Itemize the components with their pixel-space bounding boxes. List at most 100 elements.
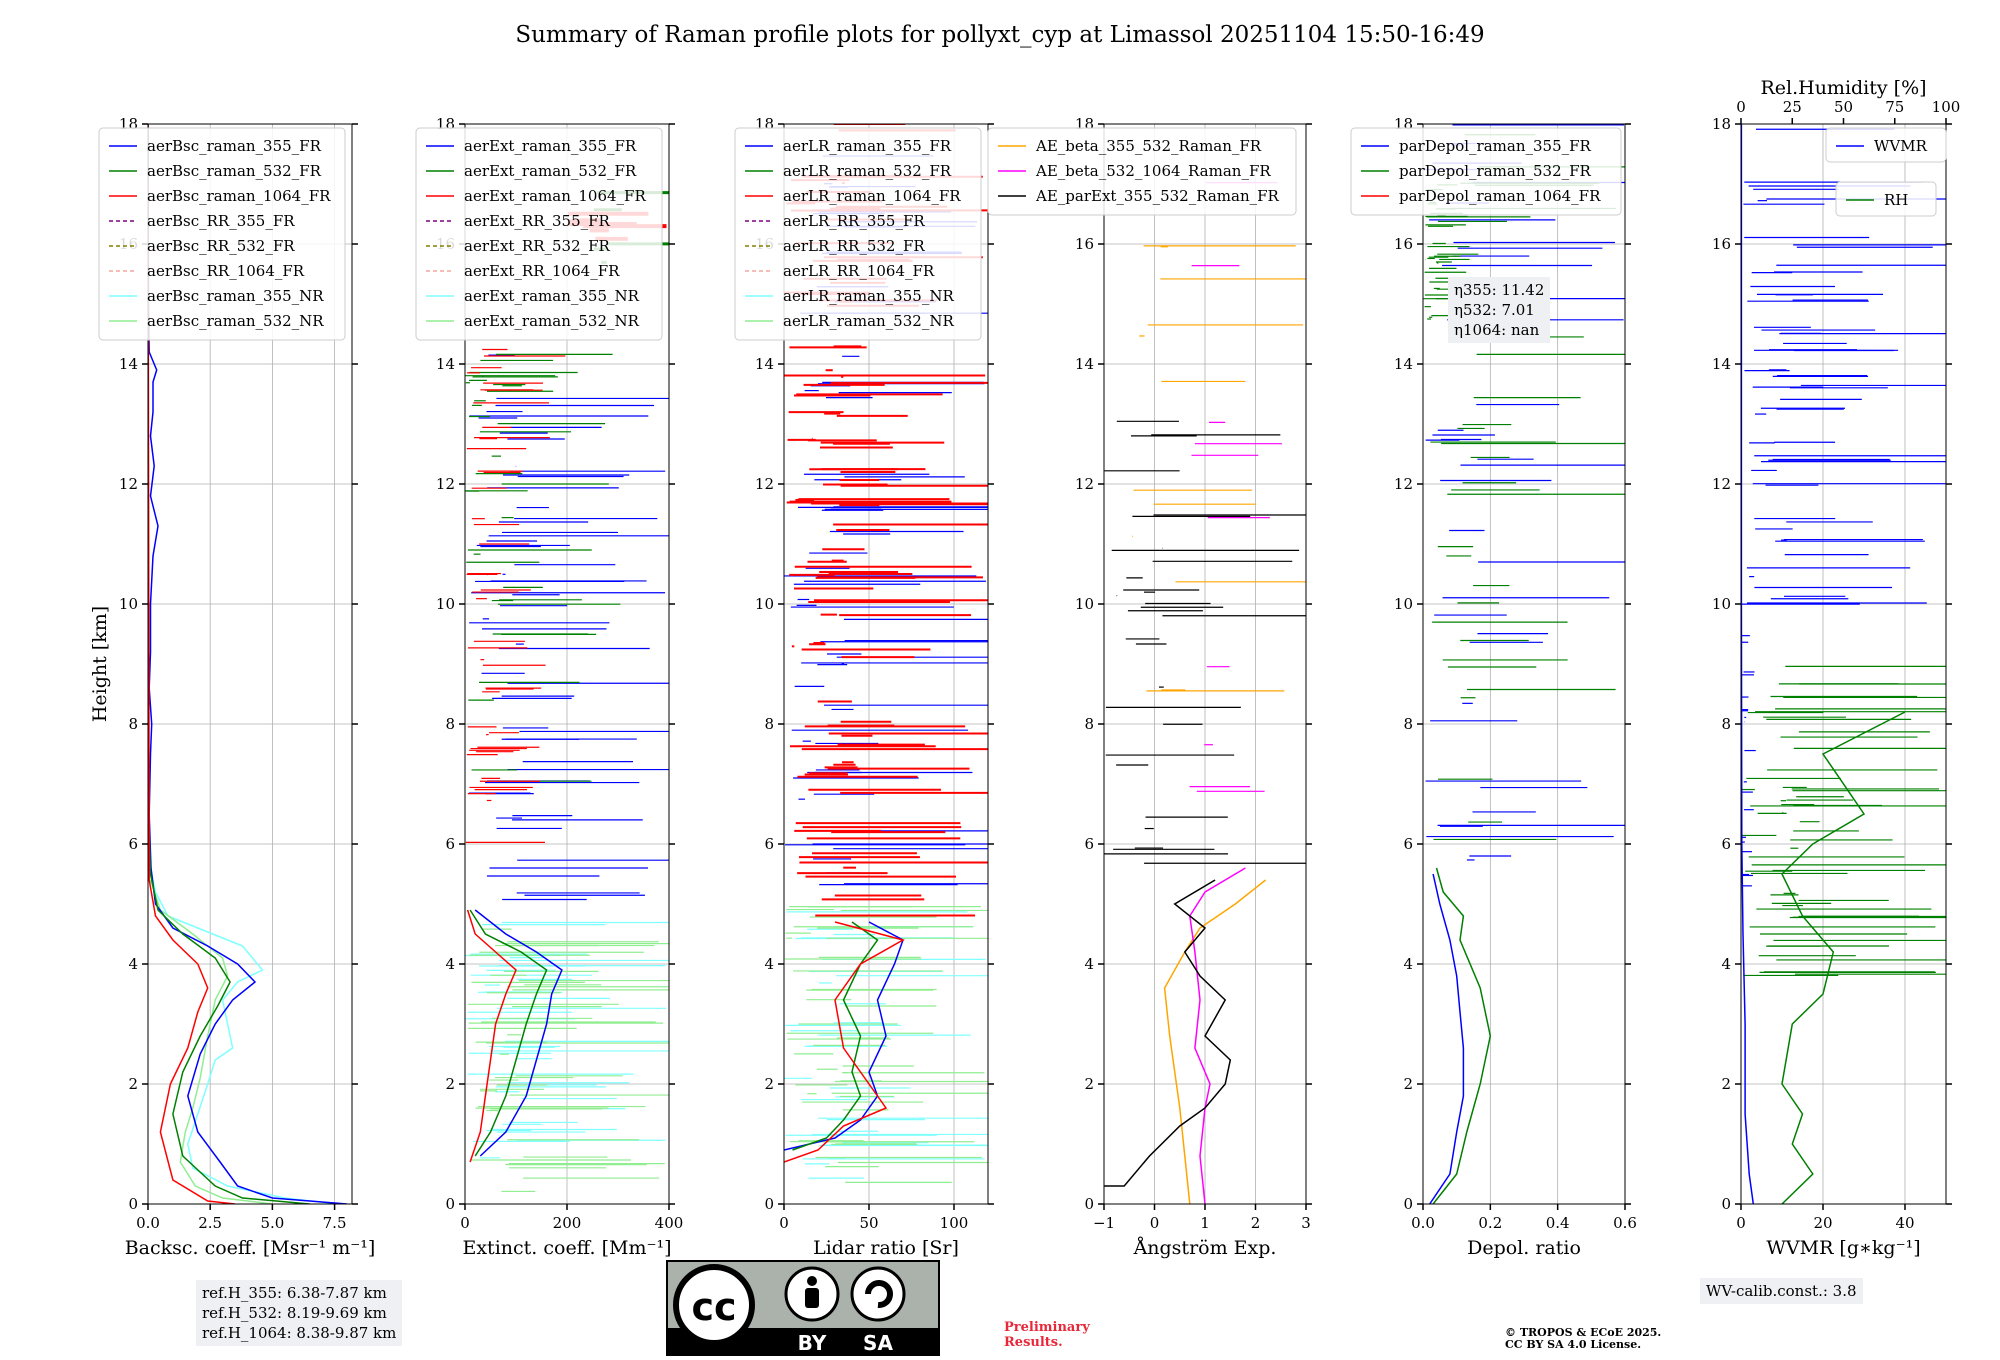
- legend-entry: aerLR_raman_355_FR: [783, 137, 952, 155]
- y-tick-label: 2: [1721, 1075, 1731, 1093]
- legend-entry: aerLR_raman_355_NR: [783, 287, 954, 305]
- legend: aerLR_raman_355_FR aerLR_raman_532_FR aerL…: [734, 127, 982, 341]
- x-tick-label: 0: [1736, 1214, 1746, 1232]
- y-tick-label: 0: [128, 1195, 138, 1213]
- legend-entry: aerBsc_RR_532_FR: [147, 237, 295, 255]
- y-tick-label: 14: [1075, 355, 1094, 373]
- ref-h-355: ref.H_355: 6.38-7.87 km: [202, 1284, 387, 1302]
- y-tick-label: 4: [1403, 955, 1413, 973]
- legend-entry: AE_beta_355_532_Raman_FR: [1035, 137, 1262, 155]
- x2-tick-label: 50: [1834, 98, 1853, 116]
- legend-entry: aerLR_RR_532_FR: [783, 237, 925, 255]
- y-tick-label: 4: [1084, 955, 1094, 973]
- copyright-line-1: © TROPOS & ECoE 2025.: [1505, 1326, 1662, 1339]
- series-AE_beta_532_1064_Raman_FR: [1189, 867, 1246, 1204]
- legend-entry: aerBsc_raman_1064_FR: [147, 187, 331, 205]
- y-tick-label: 6: [1403, 835, 1413, 853]
- x2-tick-label: 25: [1783, 98, 1802, 116]
- y-tick-label: 0: [1721, 1195, 1731, 1213]
- axes-frame: [147, 123, 353, 1205]
- y-axis-label: Height [km]: [89, 606, 111, 722]
- x-tick-label: 0: [1150, 1214, 1160, 1232]
- legend-entry: aerExt_RR_1064_FR: [464, 262, 620, 280]
- ref-h-532: ref.H_532: 8.19-9.69 km: [202, 1304, 387, 1322]
- x-tick-label: 100: [940, 1214, 969, 1232]
- y-tick-label: 0: [445, 1195, 455, 1213]
- panel-3: 024681012141618050100Lidar ratio [Sr]aer…: [734, 115, 994, 1259]
- x2-axis-label: Rel.Humidity [%]: [1760, 77, 1926, 99]
- by-label: BY: [798, 1331, 827, 1355]
- legend: aerBsc_raman_355_FR aerBsc_raman_532_FRae…: [98, 127, 346, 341]
- x-tick-label: 50: [859, 1214, 878, 1232]
- y-tick-label: 2: [1403, 1075, 1413, 1093]
- x-tick-label: 5.0: [260, 1214, 284, 1232]
- x-tick-label: 0.0: [136, 1214, 160, 1232]
- x-tick-label: 3: [1301, 1214, 1311, 1232]
- x-axis-label: Extinct. coeff. [Mm⁻¹]: [462, 1237, 671, 1259]
- legend-entry: aerLR_raman_1064_FR: [783, 187, 961, 205]
- series-AE_parExt_355_532_Raman_FR: [1104, 879, 1232, 1187]
- legend-entry: aerExt_raman_355_NR: [464, 287, 640, 305]
- x-tick-label: 20: [1813, 1214, 1832, 1232]
- y-tick-label: 12: [755, 475, 774, 493]
- legend-entry: aerLR_raman_532_NR: [783, 312, 954, 330]
- y-tick-label: 12: [119, 475, 138, 493]
- series-aerBsc_raman_355_FR: [148, 124, 348, 1204]
- y-tick-label: 2: [445, 1075, 455, 1093]
- sa-label: SA: [863, 1331, 893, 1355]
- axes-frame: [783, 123, 989, 1205]
- y-tick-label: 10: [1394, 595, 1413, 613]
- y-tick-label: 2: [764, 1075, 774, 1093]
- x-tick-label: 2: [1251, 1214, 1261, 1232]
- legend-entry: aerExt_raman_532_NR: [464, 312, 640, 330]
- eta-box: η355: 11.42 η532: 7.01 η1064: nan: [1448, 277, 1551, 343]
- series-aerLR_raman_532_FR: [792, 921, 879, 1151]
- legend-entry: aerBsc_RR_1064_FR: [147, 262, 305, 280]
- cc-by-sa-badge: cc BY SA: [666, 1260, 940, 1356]
- y-tick-label: 16: [1075, 235, 1094, 253]
- legend: aerExt_raman_355_FR aerExt_raman_532_FRae…: [415, 127, 663, 341]
- legend-entry: aerExt_raman_355_FR: [464, 137, 637, 155]
- eta-532: η532: 7.01: [1454, 301, 1535, 319]
- x-tick-label: 2.5: [198, 1214, 222, 1232]
- plot-area: [465, 191, 669, 1193]
- figure-title: Summary of Raman profile plots for polly…: [515, 22, 1485, 48]
- x-axis-label: Lidar ratio [Sr]: [813, 1237, 959, 1259]
- y-tick-label: 2: [1084, 1075, 1094, 1093]
- legend-box: [734, 127, 982, 341]
- preliminary-note: Preliminary Results.: [1004, 1320, 1090, 1350]
- y-tick-label: 10: [436, 595, 455, 613]
- series-RH: [1781, 711, 1906, 1204]
- legend-entry: aerBsc_raman_355_FR: [147, 137, 322, 155]
- y-tick-label: 0: [1403, 1195, 1413, 1213]
- eta-1064: η1064: nan: [1454, 321, 1540, 339]
- legend-entry: aerExt_raman_532_FR: [464, 162, 637, 180]
- plot-area: [1741, 124, 1946, 1204]
- panel-2: 0246810121416180200400Extinct. coeff. [M…: [415, 115, 683, 1259]
- legend-entry: AE_beta_532_1064_Raman_FR: [1035, 162, 1271, 180]
- legend-box: [415, 127, 663, 341]
- y-tick-label: 14: [1712, 355, 1731, 373]
- y-tick-label: 6: [128, 835, 138, 853]
- legend-entry: aerLR_raman_532_FR: [783, 162, 952, 180]
- y-tick-label: 8: [764, 715, 774, 733]
- y-tick-label: 12: [436, 475, 455, 493]
- legend-entry: aerBsc_RR_355_FR: [147, 212, 295, 230]
- series-aerLR_raman_1064_FR: [784, 921, 905, 1163]
- legend-entry: aerBsc_raman_355_NR: [147, 287, 324, 305]
- y-tick-label: 14: [436, 355, 455, 373]
- x2-tick-label: 0: [1736, 98, 1746, 116]
- y-tick-label: 16: [1712, 235, 1731, 253]
- y-tick-label: 8: [1403, 715, 1413, 733]
- legend-box: [1825, 127, 1947, 163]
- series-parDepol_raman_532_FR: [1432, 867, 1492, 1204]
- by-person-body: [805, 1288, 819, 1308]
- eta-355: η355: 11.42: [1454, 281, 1545, 299]
- y-tick-label: 16: [1394, 235, 1413, 253]
- y-tick-label: 4: [128, 955, 138, 973]
- x-tick-label: −1: [1093, 1214, 1115, 1232]
